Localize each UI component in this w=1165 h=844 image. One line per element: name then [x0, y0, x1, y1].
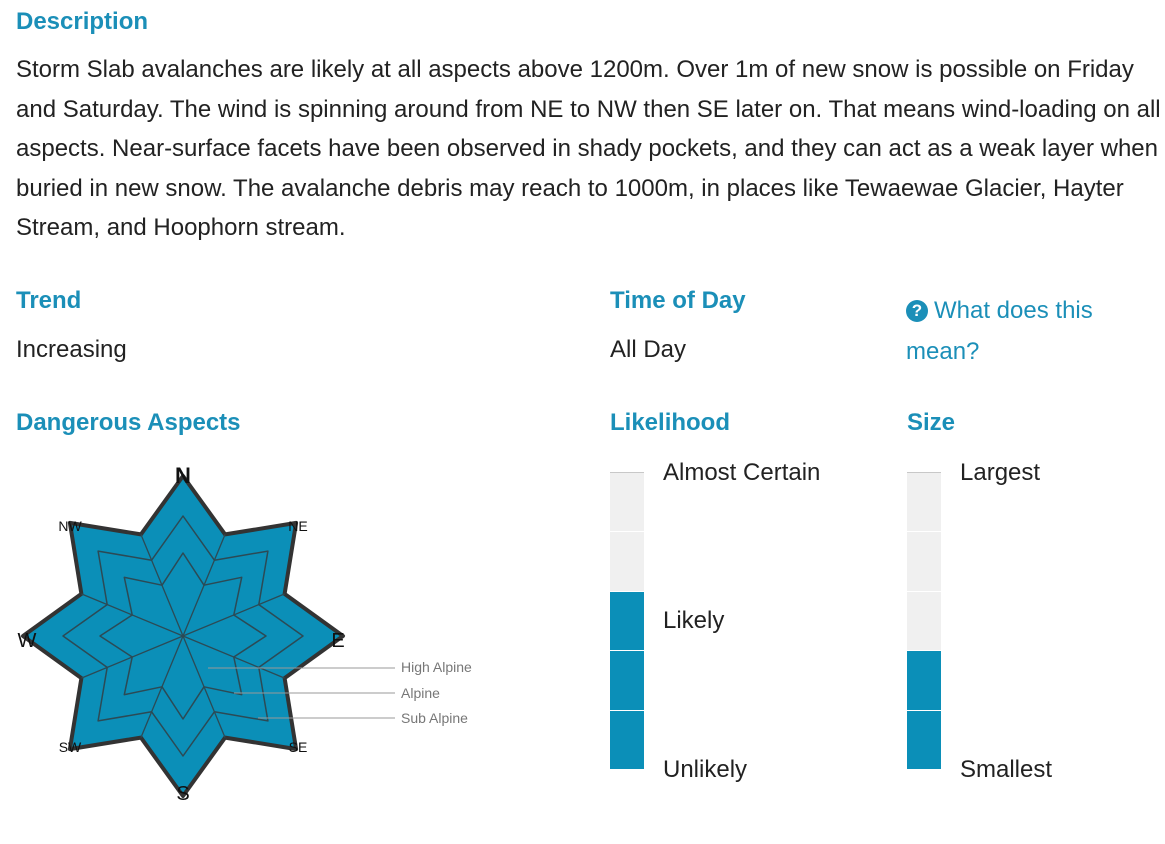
likelihood-bottom-label: Unlikely [663, 756, 748, 783]
direction-w-label: W [18, 630, 37, 652]
size-top-label: Largest [960, 459, 1041, 486]
scale-segment [907, 532, 941, 591]
aspect-divider-line [140, 635, 184, 738]
direction-se-label: SE [289, 739, 308, 755]
scale-segment [610, 591, 644, 651]
size-scale [907, 472, 941, 770]
size-bottom-label: Smallest [960, 756, 1053, 783]
scale-segment [907, 591, 941, 651]
scale-top-line [907, 472, 941, 473]
what-does-this-mean-link[interactable]: ? What does this mean? [906, 290, 1136, 372]
direction-nw-label: NW [58, 518, 82, 534]
legend-alpine: Alpine [401, 685, 440, 701]
aspect-divider-line [140, 534, 184, 637]
scale-segment [610, 651, 644, 710]
aspect-divider-line [182, 593, 285, 637]
trend-value: Increasing [16, 336, 127, 363]
question-circle-icon: ? [906, 300, 928, 322]
aspect-divider-line [182, 635, 226, 738]
direction-sw-label: SW [59, 739, 82, 755]
aspect-rose: High Alpine Alpine Sub Alpine N S W E NW… [18, 463, 472, 805]
scale-segment [610, 710, 644, 769]
likelihood-heading: Likelihood [610, 409, 730, 436]
aspect-divider-line [81, 635, 184, 679]
legend-sub-alpine: Sub Alpine [401, 710, 468, 726]
aspect-divider-line [182, 635, 285, 679]
scale-segment [907, 473, 941, 532]
help-link-label: What does this mean? [906, 297, 1093, 365]
scale-top-line [610, 472, 644, 473]
aspect-divider-line [182, 534, 226, 637]
description-text: Storm Slab avalanches are likely at all … [16, 56, 1161, 241]
legend-high-alpine: High Alpine [401, 659, 472, 675]
likelihood-scale [610, 472, 644, 770]
trend-heading: Trend [16, 287, 82, 314]
likelihood-mid-label: Likely [663, 607, 725, 634]
time-of-day-heading: Time of Day [610, 287, 746, 314]
dangerous-aspects-heading: Dangerous Aspects [16, 409, 241, 436]
description-heading: Description [16, 8, 149, 35]
likelihood-top-label: Almost Certain [663, 459, 821, 486]
scale-segment [610, 473, 644, 532]
aspect-divider-line [81, 593, 184, 637]
direction-s-label: S [176, 783, 189, 805]
time-of-day-value: All Day [610, 336, 687, 363]
size-heading: Size [907, 409, 956, 436]
direction-n-label: N [175, 463, 191, 488]
direction-ne-label: NE [288, 518, 307, 534]
scale-segment [610, 532, 644, 591]
scale-segment [907, 651, 941, 710]
direction-e-label: E [331, 630, 344, 652]
scale-segment [907, 710, 941, 769]
